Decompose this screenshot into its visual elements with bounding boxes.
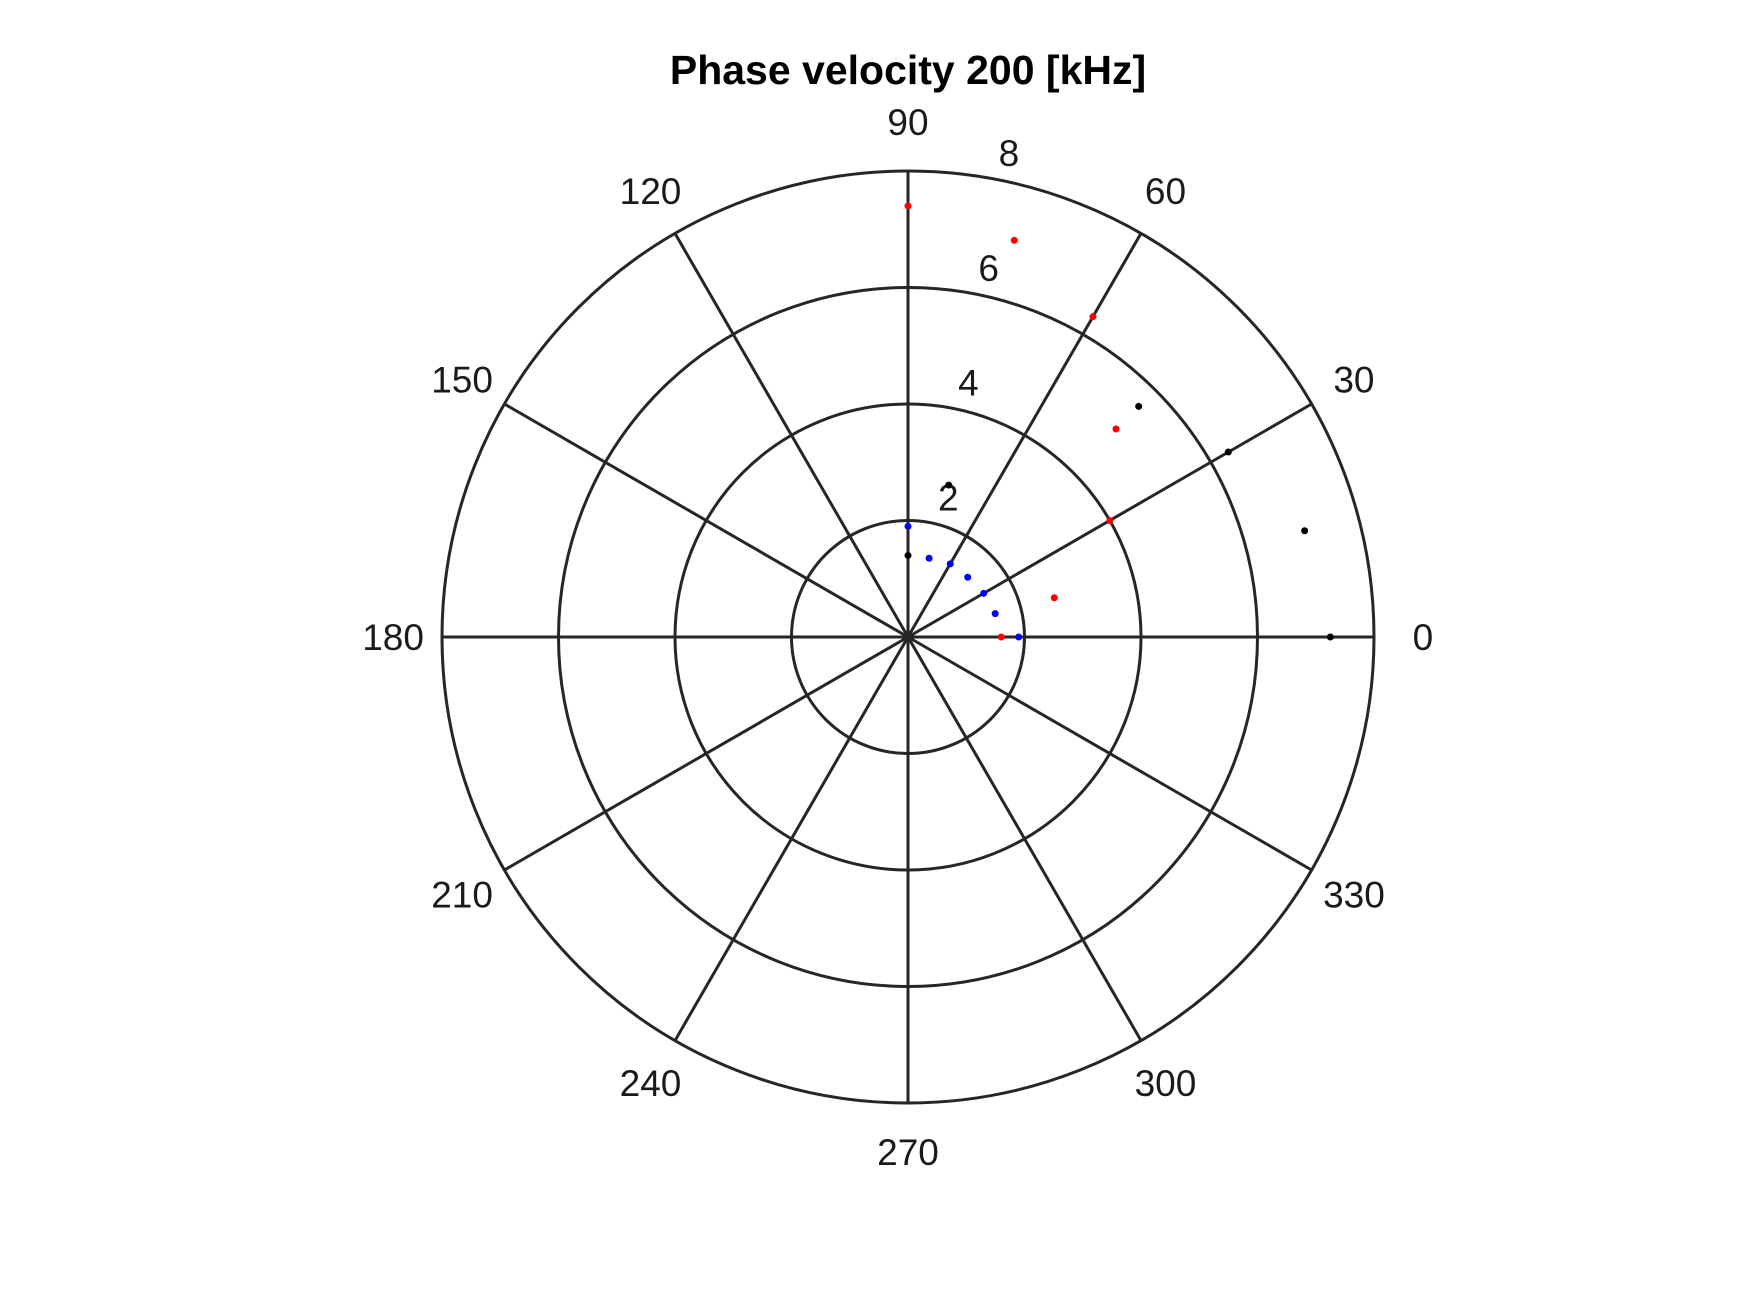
angular-grid xyxy=(442,171,1374,1103)
data-point xyxy=(991,610,999,618)
theta-tick-label: 240 xyxy=(620,1063,682,1104)
theta-tick-label: 30 xyxy=(1333,360,1374,401)
r-tick-label: 4 xyxy=(958,363,979,404)
data-point xyxy=(1106,517,1114,524)
theta-tick-label: 270 xyxy=(877,1132,939,1173)
theta-tick-label: 120 xyxy=(620,171,682,212)
r-tick-label: 8 xyxy=(999,133,1020,174)
theta-grid-line-60 xyxy=(906,232,1143,638)
data-point xyxy=(1135,402,1143,410)
data-point xyxy=(946,560,954,568)
data-point xyxy=(1326,633,1334,641)
theta-tick-label: 60 xyxy=(1145,171,1186,212)
r-tick-label: 6 xyxy=(978,248,999,289)
theta-grid-line-240 xyxy=(673,636,910,1042)
chart-title: Phase velocity 200 [kHz] xyxy=(670,47,1146,93)
data-point xyxy=(1089,313,1097,321)
data-point xyxy=(945,481,953,489)
theta-tick-label: 150 xyxy=(431,360,493,401)
theta-grid-line-120 xyxy=(673,232,910,638)
data-point xyxy=(1010,236,1018,244)
r-tick-label: 2 xyxy=(938,477,959,518)
data-point xyxy=(1112,425,1120,433)
data-point xyxy=(980,589,988,597)
data-point xyxy=(904,202,912,210)
data-point xyxy=(904,551,912,559)
theta-tick-labels: 0 30 60 90 120 150 180 210 240 270 300 330 xyxy=(362,102,1433,1173)
data-point xyxy=(1050,594,1058,602)
data-point xyxy=(925,554,933,562)
theta-tick-label: 300 xyxy=(1135,1063,1197,1104)
r-tick-labels: 2 4 6 8 xyxy=(938,133,1019,518)
theta-tick-label: 210 xyxy=(431,874,493,915)
theta-tick-label: 180 xyxy=(362,617,424,658)
theta-tick-label: 0 xyxy=(1413,617,1434,658)
data-point xyxy=(1015,633,1023,641)
data-point xyxy=(1301,527,1309,535)
data-point xyxy=(904,522,912,530)
data-points xyxy=(904,202,1334,641)
theta-grid-line-300 xyxy=(906,636,1143,1042)
data-point xyxy=(997,633,1005,641)
data-point xyxy=(1224,448,1232,456)
theta-tick-label: 330 xyxy=(1323,874,1385,915)
data-point xyxy=(964,573,972,581)
theta-grid-line-210 xyxy=(503,635,909,872)
theta-tick-label: 90 xyxy=(887,102,928,143)
theta-grid-line-150 xyxy=(503,402,909,639)
theta-grid-line-330 xyxy=(907,635,1313,872)
